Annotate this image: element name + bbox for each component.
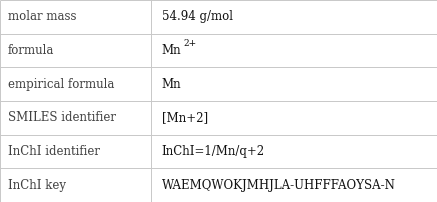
Text: SMILES identifier: SMILES identifier: [8, 111, 116, 124]
Text: 54.94 g/mol: 54.94 g/mol: [162, 10, 232, 23]
Text: Mn: Mn: [162, 44, 181, 57]
Text: InChI key: InChI key: [8, 179, 66, 192]
Text: formula: formula: [8, 44, 54, 57]
Text: InChI identifier: InChI identifier: [8, 145, 100, 158]
Text: empirical formula: empirical formula: [8, 78, 114, 91]
Text: WAEMQWOKJMHJLA-UHFFFAOYSA-N: WAEMQWOKJMHJLA-UHFFFAOYSA-N: [162, 179, 395, 192]
Text: 2+: 2+: [184, 39, 197, 48]
Text: Mn: Mn: [162, 78, 181, 91]
Text: [Mn+2]: [Mn+2]: [162, 111, 208, 124]
Text: molar mass: molar mass: [8, 10, 76, 23]
Text: InChI=1/Mn/q+2: InChI=1/Mn/q+2: [162, 145, 265, 158]
